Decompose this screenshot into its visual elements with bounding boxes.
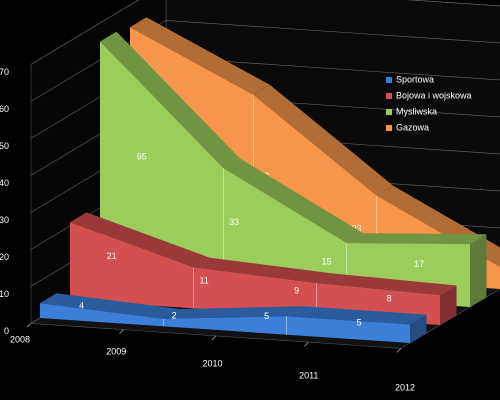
area-top	[223, 158, 364, 244]
y-tick-label: 10	[0, 289, 9, 299]
x-tick-label: 2008	[10, 334, 30, 344]
value-label: 65	[137, 152, 147, 162]
legend-label: Bojowa i wojskowa	[396, 90, 472, 100]
value-label: 5	[264, 311, 269, 321]
grid-line	[30, 20, 500, 102]
y-tick-label: 50	[0, 141, 9, 151]
legend-swatch	[386, 93, 392, 99]
value-label: 8	[387, 294, 392, 304]
legend-label: Mysliwska	[396, 106, 437, 116]
area-top	[40, 293, 180, 319]
value-label: 23	[352, 224, 362, 234]
area-top	[193, 257, 334, 284]
value-label: 9	[294, 286, 299, 296]
x-tick	[119, 329, 124, 335]
value-label: 15	[322, 257, 332, 267]
value-label: 33	[229, 217, 239, 227]
y-tick-label: 30	[0, 215, 9, 225]
legend-swatch	[386, 125, 392, 131]
area	[70, 222, 440, 325]
area	[100, 41, 470, 307]
area-side	[470, 234, 487, 307]
area-side	[410, 314, 427, 343]
x-tick	[304, 341, 309, 347]
legend-swatch	[386, 77, 392, 83]
grid-line	[30, 0, 500, 65]
area-top	[346, 233, 487, 245]
area-top	[316, 273, 457, 296]
area-side	[440, 285, 457, 325]
value-label: 11	[199, 276, 208, 286]
area-top	[253, 84, 394, 196]
x-tick	[396, 348, 402, 353]
y-tick-label: 20	[0, 252, 9, 262]
value-label: 5	[357, 317, 362, 327]
area-top	[100, 31, 240, 169]
y-tick-label: 40	[0, 178, 9, 188]
area	[40, 303, 410, 343]
value-label: 4	[79, 300, 84, 310]
x-tick-label: 2010	[202, 358, 222, 368]
y-tick-label: 0	[4, 326, 9, 336]
value-label: 2	[172, 310, 177, 320]
y-tick-label: 70	[0, 67, 9, 77]
y-tick-label: 60	[0, 104, 9, 114]
legend-swatch	[386, 109, 392, 115]
x-tick-label: 2009	[106, 346, 126, 356]
x-tick	[26, 323, 32, 328]
area-top	[70, 212, 210, 268]
x-tick-label: 2012	[395, 382, 415, 392]
area-top	[163, 306, 304, 319]
legend-label: Gazowa	[396, 122, 429, 132]
value-label: 17	[414, 259, 424, 269]
x-tick-label: 2011	[299, 370, 318, 380]
x-tick	[211, 335, 217, 341]
value-label: 21	[107, 251, 117, 261]
area-top	[286, 306, 427, 325]
legend-label: Sportowa	[396, 74, 434, 84]
area-top	[130, 17, 270, 95]
